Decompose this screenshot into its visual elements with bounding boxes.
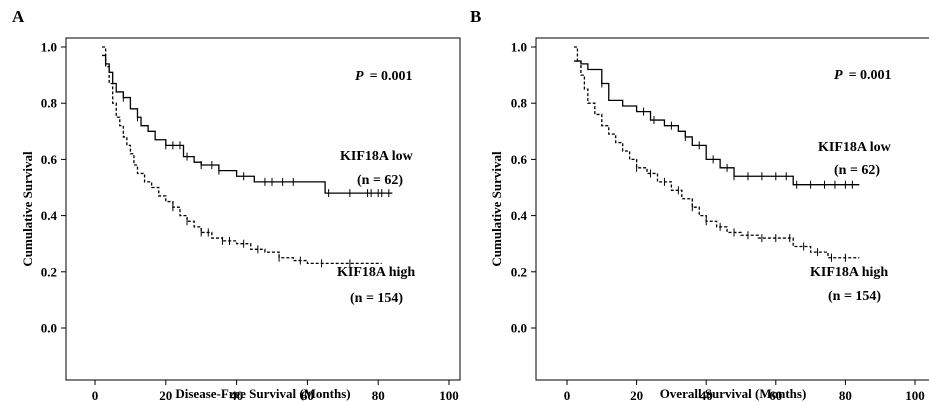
panel-b-p-number: = 0.001 — [849, 68, 892, 83]
panel-a-y-tick-label: 1.0 — [41, 40, 57, 55]
panel-a-y-tick-label: 0.6 — [41, 152, 58, 167]
panel-a: A 0.0 0.2 0.4 0.6 0.8 1.0 0 20 40 60 80 100 Disease-F… — [12, 7, 461, 402]
panel-a-x-tick-label: 80 — [372, 388, 385, 402]
panel-b-y-tick-label: 0.6 — [511, 152, 528, 167]
panel-b-x-tick-label: 80 — [839, 388, 852, 402]
panel-b-y-axis-title: Cumulative Survival — [489, 151, 504, 267]
panel-a-y-tick-label: 0.2 — [41, 264, 57, 279]
panel-a-x-tick-label: 100 — [439, 388, 459, 402]
panel-b-label-low: KIF18A low — [818, 140, 892, 155]
panel-b-n-low: (n = 62) — [834, 163, 880, 178]
panel-b-x-tick-label: 60 — [769, 388, 782, 402]
panel-b-y-tick-label: 0.8 — [511, 96, 528, 111]
panel-a-x-tick-label: 60 — [301, 388, 314, 402]
panel-b-y-tick-label: 1.0 — [511, 40, 527, 55]
panel-b-x-axis-title: Overall Survival (Months) — [660, 386, 807, 401]
panel-b: B 0.0 0.2 0.4 0.6 0.8 1.0 0 20 40 60 80 100 Overall S… — [470, 7, 929, 402]
panel-b-curve-high — [573, 46, 860, 259]
panel-a-p-symbol: P — [355, 69, 364, 84]
panel-a-p-number: = 0.001 — [370, 69, 413, 84]
panel-a-curve-high — [102, 46, 382, 265]
panel-a-n-high: (n = 154) — [350, 291, 403, 306]
panel-a-x-tick-label: 40 — [230, 388, 243, 402]
panel-a-label-low: KIF18A low — [340, 149, 414, 164]
panel-b-y-tick-label: 0.2 — [511, 264, 527, 279]
panel-b-n-high: (n = 154) — [828, 289, 881, 304]
panel-b-letter: B — [470, 7, 481, 26]
panel-a-letter: A — [12, 7, 25, 26]
panel-a-plot-frame — [65, 37, 461, 381]
panel-b-x-tick-label: 40 — [700, 388, 713, 402]
panel-b-x-tick-label: 0 — [564, 388, 571, 402]
panel-a-p-value: P = 0.001 — [355, 69, 413, 84]
panel-a-curve-low — [102, 54, 393, 194]
panel-b-y-tick-label: 0.0 — [511, 321, 527, 336]
panel-a-label-high: KIF18A high — [337, 265, 415, 280]
panel-b-x-tick-label: 20 — [630, 388, 643, 402]
panel-b-label-high: KIF18A high — [810, 265, 888, 280]
panel-a-y-axis-title: Cumulative Survival — [20, 151, 35, 267]
panel-b-y-tick-label: 0.4 — [511, 208, 528, 223]
panel-a-x-tick-label: 0 — [92, 388, 99, 402]
panel-a-y-tick-label: 0.4 — [41, 208, 58, 223]
panel-b-curve-low — [573, 60, 860, 186]
panel-a-x-tick-label: 20 — [159, 388, 172, 402]
panel-b-x-tick-label: 100 — [905, 388, 925, 402]
panel-a-y-tick-label: 0.8 — [41, 96, 58, 111]
panel-a-y-tick-label: 0.0 — [41, 321, 57, 336]
panel-a-n-low: (n = 62) — [357, 173, 403, 188]
panel-b-plot-frame — [535, 37, 929, 381]
panel-b-p-symbol: P — [834, 68, 843, 83]
panel-a-x-axis-title: Disease-Free Survival (Months) — [175, 386, 350, 401]
panel-b-p-value: P = 0.001 — [834, 68, 892, 83]
